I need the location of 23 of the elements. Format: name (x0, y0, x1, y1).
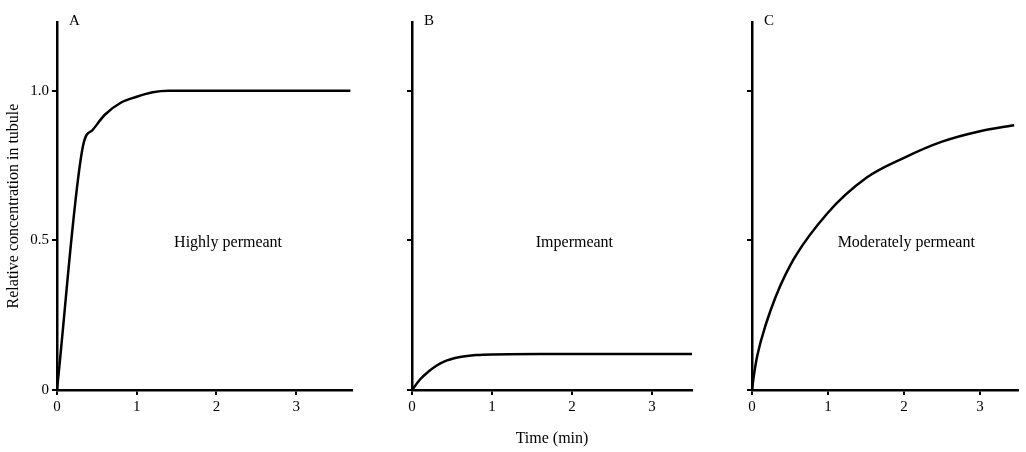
x-tick-label: 3 (648, 397, 656, 414)
x-tick-label: 2 (900, 397, 908, 414)
chart-title: B (424, 12, 435, 29)
x-tick-label: 1 (488, 397, 496, 414)
annotation: Highly permeant (174, 233, 283, 251)
x-tick-label: 3 (976, 397, 984, 414)
x-tick-label: 1 (132, 397, 141, 414)
y-tick-label: 0.5 (30, 231, 49, 248)
chart-title: A (68, 12, 80, 29)
y-tick-label: 1.0 (30, 81, 49, 98)
x-tick-label: 0 (53, 397, 61, 414)
annotation: Moderately permeant (837, 233, 976, 251)
x-tick-label: 3 (292, 397, 300, 414)
y-axis-title: Relative concentration in tubule (3, 103, 21, 309)
x-tick-label: 2 (568, 397, 576, 414)
x-axis-title: Time (min) (515, 428, 589, 447)
x-tick-label: 0 (408, 397, 416, 414)
annotation: Impermeant (535, 233, 614, 251)
x-tick-label: 1 (824, 397, 832, 414)
x-tick-label: 0 (748, 397, 756, 414)
x-tick-label: 2 (212, 397, 221, 414)
chart-title: C (764, 12, 775, 29)
y-tick-label: 0 (41, 380, 49, 397)
